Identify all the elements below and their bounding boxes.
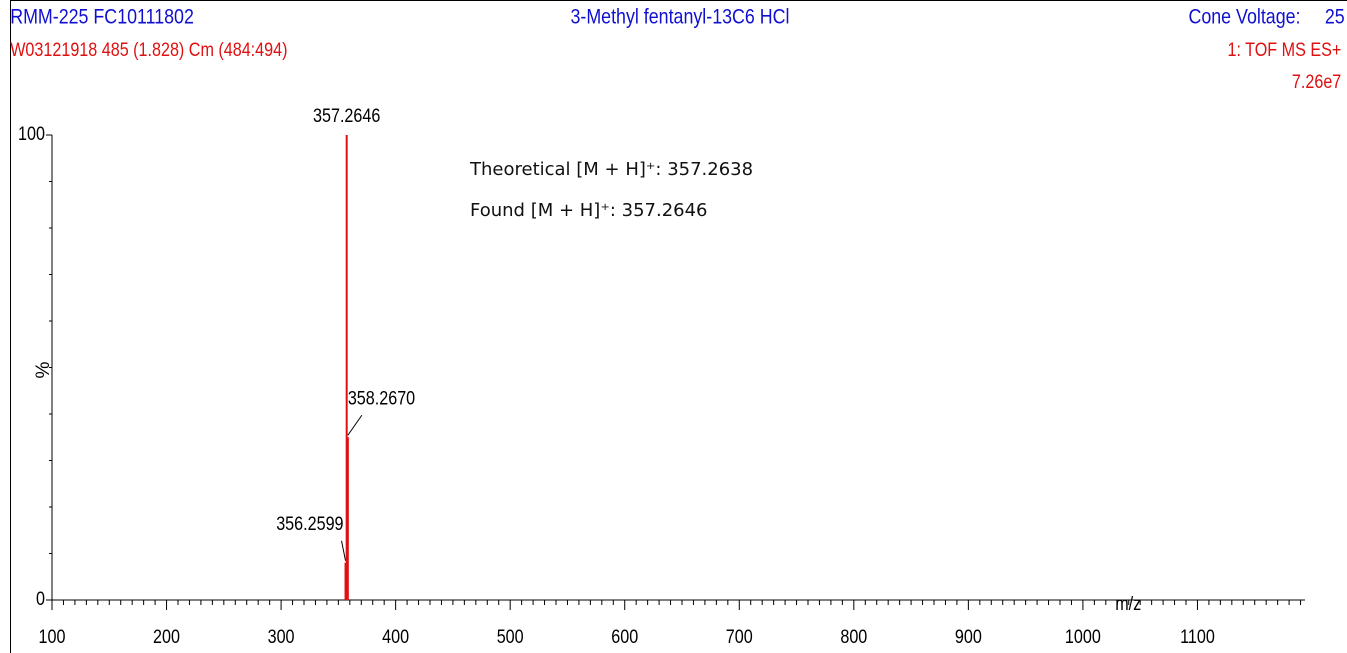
y-axis-label: %: [33, 361, 54, 378]
x-tick-label: 200: [153, 626, 180, 648]
chart-title: 3-Methyl fentanyl-13C6 HCl: [570, 5, 789, 29]
leader-line: [341, 540, 347, 561]
subheader-right: 1: TOF MS ES+: [1227, 39, 1341, 61]
x-tick-label: 500: [497, 626, 524, 648]
x-tick-label: 300: [268, 626, 295, 648]
subheader-left: W03121918 485 (1.828) Cm (484:494): [10, 39, 287, 61]
annotation: Theoretical [M + H]⁺: 357.2638: [469, 159, 753, 180]
x-tick-label: 800: [840, 626, 867, 648]
peak-label: 357.2646: [313, 105, 381, 127]
peak-label: 356.2599: [276, 513, 343, 535]
cone-voltage-value: 25: [1325, 5, 1345, 29]
annotation: Found [M + H]⁺: 357.2646: [470, 200, 708, 221]
y-tick-label: 100: [18, 123, 45, 145]
x-tick-label: 1100: [1180, 626, 1215, 648]
x-tick-label: 600: [611, 626, 638, 648]
header-left: RMM-225 FC10111802: [10, 5, 194, 29]
x-tick-label: 400: [382, 626, 409, 648]
peak-label: 358.2670: [348, 387, 416, 409]
intensity: 7.26e7: [1292, 71, 1341, 93]
y-tick-label: 0: [36, 588, 45, 610]
x-axis-label: m/z: [1115, 593, 1141, 615]
cone-voltage-label: Cone Voltage:: [1188, 5, 1300, 29]
leader-line: [347, 414, 363, 436]
x-tick-label: 700: [726, 626, 753, 648]
x-tick-label: 900: [955, 626, 982, 648]
x-tick-label: 100: [39, 626, 66, 648]
x-tick-label: 1000: [1065, 626, 1101, 648]
